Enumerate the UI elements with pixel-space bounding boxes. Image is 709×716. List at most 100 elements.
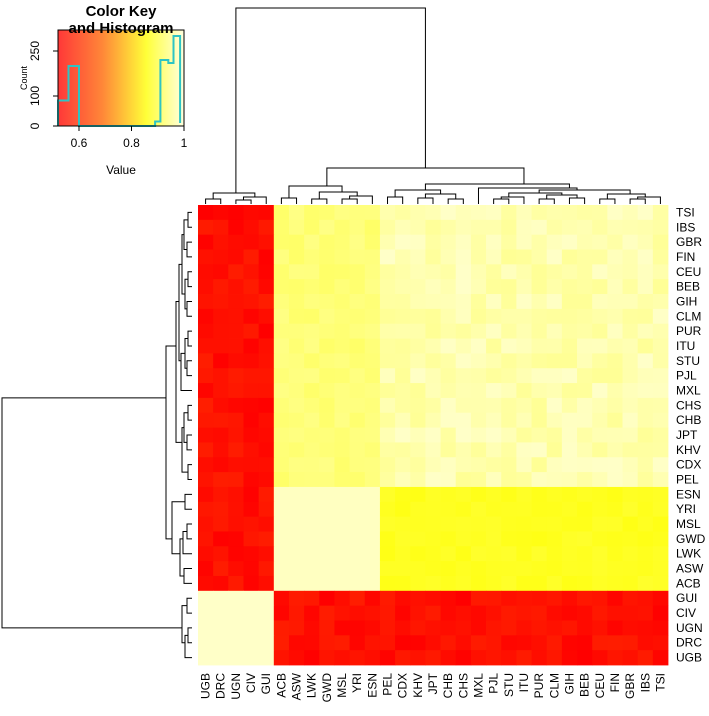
heatmap-cell [637,501,654,518]
heatmap-cell [349,338,366,354]
heatmap-cell [622,561,639,577]
heatmap-cell [334,516,351,532]
heatmap-cell [440,516,457,532]
heatmap-cell [395,590,411,607]
heatmap-cell [273,531,290,547]
heatmap-cell [561,650,578,666]
dendrogram-link [341,198,358,204]
heatmap-cell [198,383,214,399]
heatmap-cell [470,486,487,503]
heatmap-cell [349,205,366,221]
heatmap-cell [258,249,275,265]
heatmap-cell [319,575,335,592]
heatmap-cell [455,219,472,236]
heatmap-cell [652,427,669,443]
heatmap-cell [470,219,487,236]
heatmap-cell [304,294,320,310]
heatmap-cell [243,575,260,592]
heatmap-cell [228,205,244,221]
heatmap-cell [319,234,335,250]
heatmap-cell [288,605,305,621]
dendrogram-link [184,493,192,510]
heatmap-cell [379,412,396,428]
heatmap-cell [410,234,426,250]
heatmap-cell [258,620,275,636]
heatmap-cell [622,472,639,488]
heatmap-cell [243,412,260,428]
heatmap-cell [258,397,275,414]
heatmap-cell [258,219,275,236]
heatmap-cell [319,294,335,310]
heatmap-cell [349,472,366,488]
heatmap-cell [531,383,548,399]
heatmap-cell [637,442,654,458]
heatmap-cell [319,427,335,443]
heatmap-cell [516,501,532,518]
color-key-xlabel: Value [106,163,136,177]
heatmap-cell [243,531,260,547]
heatmap-cell [410,531,426,547]
heatmap-cell [243,353,260,369]
row-label: FIN [676,250,695,264]
heatmap-cell [455,234,472,250]
heatmap-cell [501,561,517,577]
heatmap-cell [592,457,608,473]
heatmap-cell [592,472,608,488]
heatmap-cell [364,323,381,339]
heatmap-cell [349,605,366,621]
heatmap-cell [486,605,502,621]
heatmap-cell [334,205,351,221]
heatmap-cell [288,486,305,503]
heatmap-cell [622,383,639,399]
heatmap-cell [319,590,335,607]
heatmap-cell [379,590,396,607]
heatmap-cell [410,650,426,666]
heatmap-cell [440,442,457,458]
heatmap-cell [561,219,578,236]
heatmap-cell [395,368,411,384]
column-label: IBS [638,673,652,692]
heatmap-cell [516,561,532,577]
heatmap-cell [440,635,457,651]
heatmap-cell [410,264,426,280]
heatmap-cell [410,323,426,339]
heatmap-cell [198,457,214,473]
heatmap-cell [243,323,260,339]
heatmap-cell [258,590,275,607]
heatmap-cell [273,457,290,473]
heatmap-cell [622,353,639,369]
heatmap-cell [486,650,502,666]
heatmap-cell [592,516,608,532]
heatmap-cell [592,650,608,666]
heatmap-cell [470,516,487,532]
heatmap-cell [470,605,487,621]
heatmap-cell [607,546,623,562]
heatmap-cell [607,397,623,414]
heatmap-cell [470,457,487,473]
heatmap-cell [577,486,593,503]
heatmap-cell [622,205,639,221]
heatmap-cell [258,234,275,250]
heatmap-cell [288,635,305,651]
heatmap-cell [410,249,426,265]
heatmap-cell [440,457,457,473]
column-label: ASW [290,672,304,700]
heatmap-cell [319,650,335,666]
heatmap-cell [546,501,563,518]
heatmap-cell [243,279,260,295]
dendrogram-link [500,196,525,204]
heatmap-cell [516,575,532,592]
heatmap-cell [288,531,305,547]
heatmap-cell [425,353,441,369]
heatmap-cell [349,397,366,414]
heatmap-cell [304,397,320,414]
heatmap-cell [501,383,517,399]
heatmap-cell [334,442,351,458]
heatmap-cell [334,219,351,236]
heatmap-cell [319,368,335,384]
heatmap-cell [304,353,320,369]
heatmap-cell [198,219,214,236]
dendrogram-link [417,197,434,204]
heatmap-cell [607,442,623,458]
column-label: UGB [199,673,213,699]
